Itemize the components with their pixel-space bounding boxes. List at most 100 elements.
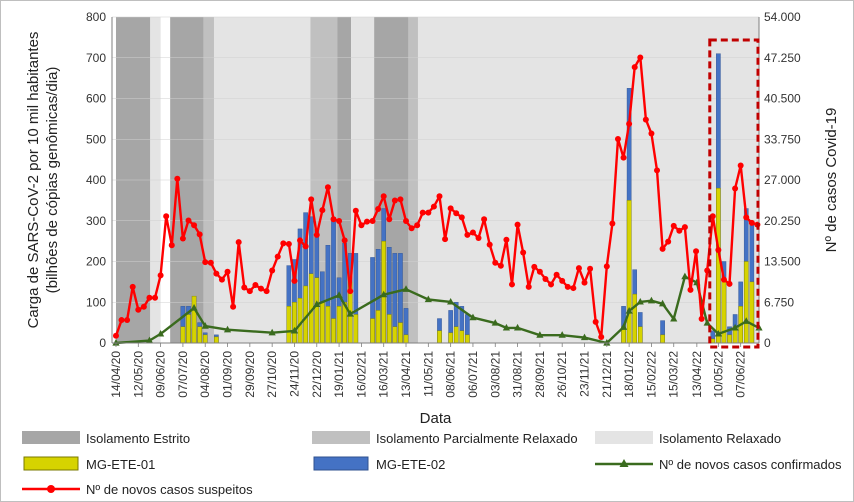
point-confirmados [380,290,388,298]
point-suspeitos [436,193,443,200]
bar-mg-ete-01 [710,338,716,344]
point-suspeitos [497,262,504,269]
bar-mg-ete-01 [453,326,459,344]
legend-swatch [22,431,80,444]
point-confirmados [647,296,656,304]
point-suspeitos [302,243,309,250]
bar-mg-ete-01 [197,326,202,344]
point-suspeitos [458,214,465,221]
point-confirmados [402,285,410,292]
point-suspeitos [269,267,276,274]
bar-mg-ete-01 [202,334,208,344]
bar-mg-ete-01 [743,261,749,344]
x-tick-label: 16/03/21 [377,351,391,398]
legend: Isolamento Estrito Isolamento Parcialment… [22,431,842,497]
point-confirmados [619,323,628,330]
point-suspeitos [246,288,253,295]
x-tick-label: 19/01/21 [332,351,346,398]
point-suspeitos [324,184,331,191]
bar-mg-ete-01 [325,306,331,344]
point-suspeitos [129,283,136,290]
bar-mg-ete-01 [353,314,359,344]
point-suspeitos [481,216,488,223]
point-confirmados [670,314,678,322]
point-suspeitos [380,193,387,200]
point-suspeitos [179,235,186,242]
y-right-tick-label: 47.250 [764,51,801,65]
point-suspeitos [620,154,627,161]
point-suspeitos [570,285,577,292]
x-tick-label: 03/08/21 [488,351,502,398]
legend-label: MG-ETE-01 [86,457,155,472]
point-suspeitos [352,207,359,214]
y-right-tick-label: 33.750 [764,132,801,146]
point-suspeitos [665,238,672,245]
annotation [708,38,760,349]
point-suspeitos [386,216,393,223]
point-suspeitos [447,205,454,212]
bar-mg-ete-01 [336,306,342,344]
legend-label: Isolamento Parcialmente Relaxado [376,431,578,446]
x-tick-label: 18/01/22 [622,351,636,398]
bar-mg-ete-01 [297,297,303,344]
point-suspeitos [442,236,449,243]
point-suspeitos [363,218,370,225]
x-tick-label: 29/09/20 [243,351,257,398]
x-tick-label: 06/07/21 [466,351,480,398]
point-suspeitos [135,306,142,313]
point-confirmados [447,297,455,305]
x-tick-label: 22/12/20 [310,351,324,398]
x-tick-label: 31/08/21 [511,351,525,398]
point-suspeitos [375,205,382,212]
x-tick-label: 13/04/22 [690,351,704,398]
bar-mg-ete-01 [180,326,186,344]
y-right-tick-label: 54.000 [764,10,801,24]
point-suspeitos [464,231,471,238]
bar-mg-ete-01 [448,332,453,344]
annotation-dashed-box [708,38,760,349]
line-series [112,54,763,346]
point-confirmados [346,310,354,317]
point-confirmados [513,323,522,331]
point-suspeitos [575,265,582,272]
y-left-tick-label: 600 [86,92,106,106]
point-suspeitos [124,317,131,324]
x-tick-label: 15/03/22 [667,351,681,398]
point-suspeitos [581,279,588,286]
bar-mg-ete-01 [392,326,398,344]
y-left-tick-label: 0 [99,336,106,350]
x-tick-label: 24/11/20 [287,351,301,397]
point-suspeitos [676,227,683,234]
bar-mg-ete-01 [186,314,191,344]
bar-mg-ete-01 [370,318,375,344]
y-left-axis-title-line-2: (bilhões de cópias genômicas/dia) [44,67,61,294]
point-suspeitos [168,242,175,249]
point-confirmados [223,325,232,333]
point-suspeitos [542,276,549,283]
y-right-tick-label: 0 [764,336,771,350]
legend-label: Isolamento Estrito [86,431,190,446]
point-suspeitos [185,217,192,224]
point-suspeitos [202,259,209,266]
point-confirmados [201,322,209,329]
x-axis-title: Data [420,410,452,427]
bar-mg-ete-01 [459,330,465,344]
point-suspeitos [297,237,304,244]
point-suspeitos [174,175,181,182]
point-suspeitos [715,247,722,254]
point-suspeitos [654,167,661,174]
point-confirmados [731,323,739,331]
point-suspeitos [548,281,555,288]
point-suspeitos [587,265,594,272]
point-suspeitos [698,315,705,322]
point-suspeitos [369,218,376,225]
point-suspeitos [603,263,610,270]
point-suspeitos [659,245,666,252]
point-suspeitos [564,283,571,290]
point-suspeitos [631,64,638,71]
bar-mg-ete-01 [632,293,637,344]
bar-mg-ete-01 [626,200,632,344]
point-suspeitos [213,270,220,277]
x-tick-label: 08/06/21 [444,351,458,398]
